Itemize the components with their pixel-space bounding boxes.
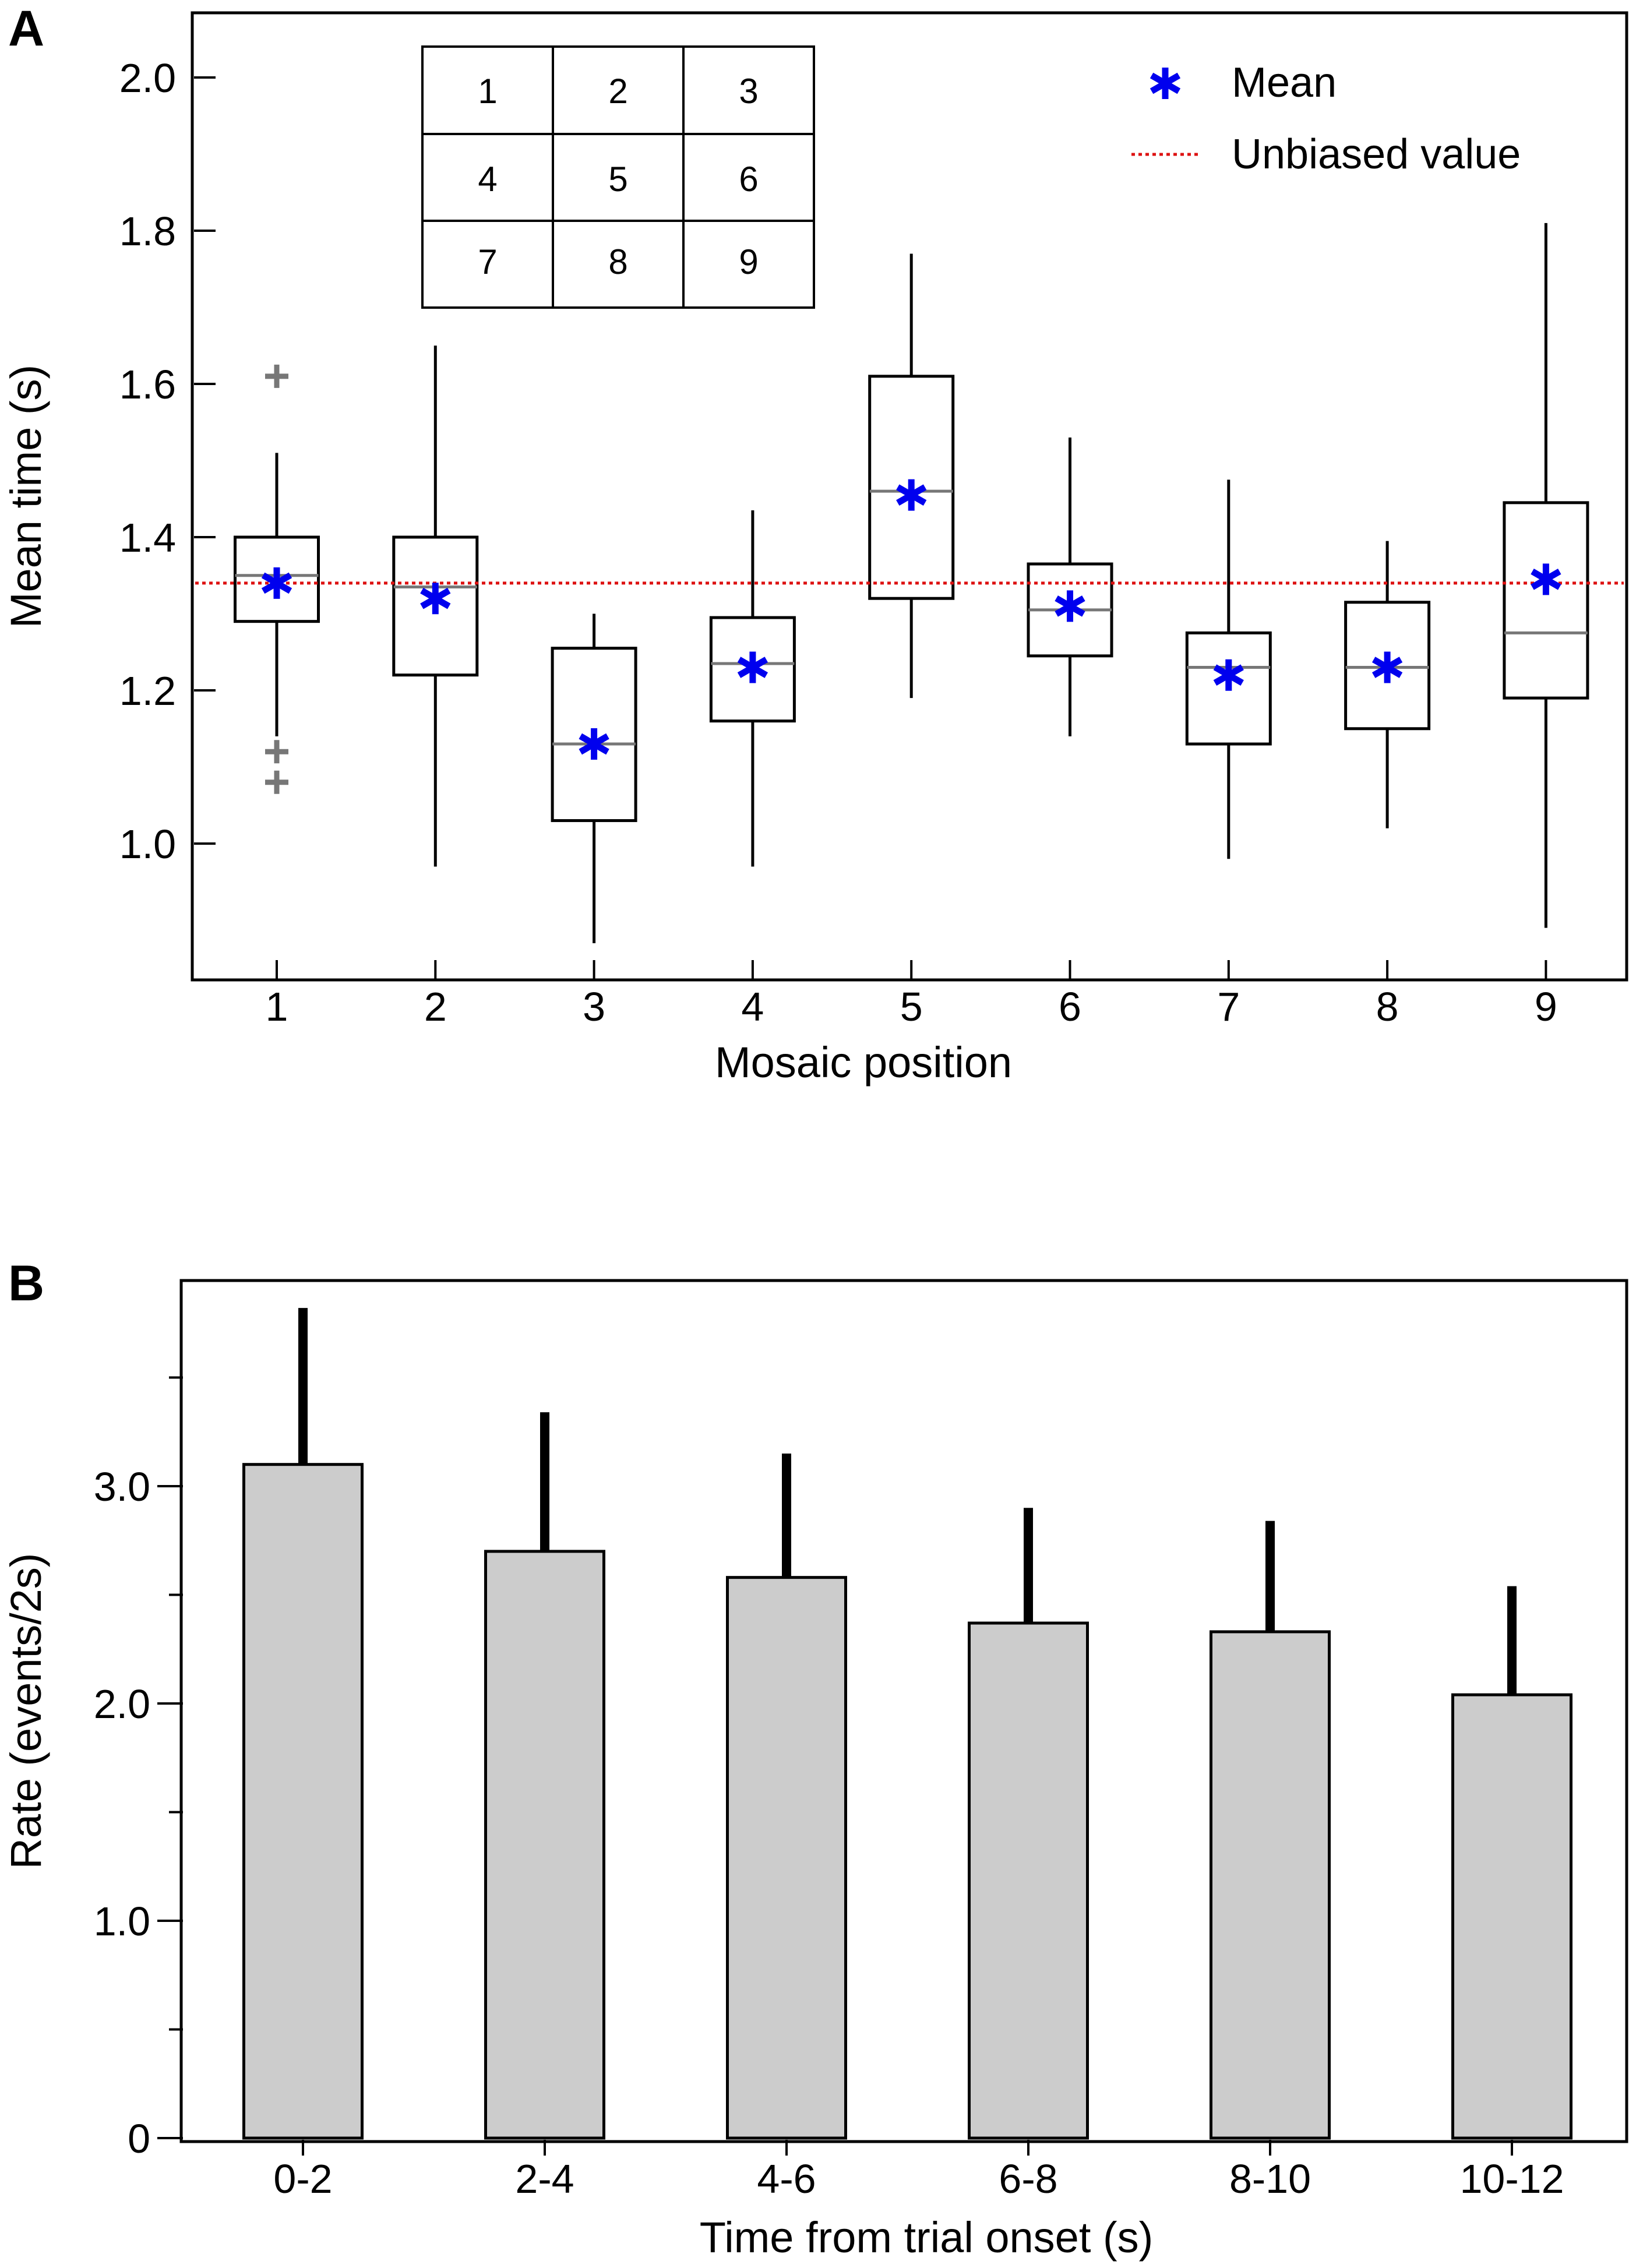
- legend-mean-asterisk: [1150, 68, 1181, 99]
- panel-a-y-tick-label: 1.2: [119, 668, 176, 714]
- bar: [484, 1550, 605, 2140]
- inset-cell: 7: [478, 242, 497, 281]
- panel-a-boxes: [234, 223, 1589, 943]
- panel-a-x-tick-label: 7: [1217, 984, 1240, 1029]
- panel-a-y-tick-label: 1.0: [119, 821, 176, 867]
- panel-b-y-tick-label: 0: [128, 2116, 150, 2161]
- legend-mean-marker: [1150, 68, 1181, 99]
- mean-marker-stroke: [579, 733, 609, 755]
- box-iqr: [1185, 631, 1272, 746]
- panel-b-bars: [242, 1308, 1572, 2140]
- position-grid-inset: 1 2 3 4 5 6 7 8 9: [421, 45, 815, 309]
- mean-marker: [420, 583, 451, 615]
- mean-marker: [896, 479, 927, 511]
- mean-marker-stroke: [420, 587, 451, 609]
- panel-b-x-tick-label: 8-10: [1229, 2156, 1311, 2202]
- inset-cell: 3: [739, 72, 758, 111]
- box-iqr: [551, 647, 637, 823]
- panel-a-y-axis: 1.0 1.2 1.4 1.6 1.8 2.0: [119, 55, 216, 867]
- legend-mean-label: Mean: [1232, 59, 1337, 106]
- panel-a-x-tick-label: 6: [1059, 984, 1081, 1029]
- legend-mean-asterisk-stroke: [1150, 72, 1181, 94]
- panel-b-y-tick-label: 2.0: [94, 1681, 150, 1727]
- mean-marker-stroke: [1213, 664, 1244, 686]
- panel-b-x-tick-label: 2-4: [515, 2156, 574, 2202]
- legend-unbiased-label: Unbiased value: [1232, 131, 1521, 178]
- mean-marker: [1213, 659, 1244, 691]
- box-iqr: [1344, 601, 1431, 731]
- inset-cell: 5: [608, 160, 627, 199]
- mean-marker-stroke: [896, 484, 927, 506]
- mean-marker: [737, 651, 768, 683]
- mean-marker: [1531, 563, 1561, 595]
- inset-cell: 8: [608, 242, 627, 281]
- inset-cell: 2: [608, 72, 627, 111]
- inset-cell: 4: [478, 160, 497, 199]
- panel-a-y-tick-label: 1.6: [119, 362, 176, 407]
- panel-a-x-tick-label: 4: [741, 984, 764, 1029]
- panel-b-y-axis-title: Rate (events/2s): [2, 1553, 50, 1870]
- inset-cell: 6: [739, 160, 758, 199]
- panel-a: A 1.0 1.2 1.4 1.6 1.8 2.0 1 2 3 4 5 6 7 8 9 1 2 3 4 5…: [2, 1, 1628, 1087]
- panel-a-x-tick-label: 3: [583, 984, 605, 1029]
- outlier-marker: [265, 740, 288, 764]
- panel-a-x-tick-label: 2: [424, 984, 447, 1029]
- mean-marker: [1055, 590, 1085, 622]
- bar: [968, 1621, 1089, 2140]
- panel-a-y-tick-label: 2.0: [119, 55, 176, 101]
- panel-a-y-axis-title: Mean time (s): [2, 365, 50, 628]
- mean-marker: [261, 567, 292, 599]
- panel-b-x-axis-title: Time from trial onset (s): [700, 2213, 1153, 2262]
- outlier-marker: [265, 770, 288, 794]
- panel-a-x-tick-label: 5: [900, 984, 923, 1029]
- panel-b-x-tick-label: 0-2: [273, 2156, 332, 2202]
- bar: [1210, 1630, 1331, 2140]
- mean-marker-stroke: [1371, 657, 1403, 678]
- panel-b-y-tick-label: 1.0: [94, 1899, 150, 1944]
- panel-b-y-tick-label: 3.0: [94, 1464, 150, 1509]
- panel-a-y-tick-label: 1.8: [119, 209, 176, 254]
- outlier-marker: [265, 364, 288, 388]
- panel-a-x-tick-label: 8: [1376, 984, 1399, 1029]
- inset-cell: 1: [478, 72, 497, 111]
- mean-marker-stroke: [1531, 569, 1561, 590]
- inset-cell: 9: [739, 242, 758, 281]
- mean-marker: [579, 728, 609, 760]
- panel-a-x-axis: 1 2 3 4 5 6 7 8 9: [266, 960, 1557, 1029]
- bar: [726, 1576, 847, 2140]
- bar: [242, 1463, 364, 2140]
- panel-b-x-tick-label: 6-8: [999, 2156, 1057, 2202]
- box-iqr: [234, 535, 320, 623]
- panel-a-y-tick-label: 1.4: [119, 515, 176, 560]
- legend: Mean Unbiased value: [1131, 59, 1521, 178]
- mean-marker-stroke: [737, 657, 768, 678]
- panel-b-x-tick-label: 10-12: [1459, 2156, 1564, 2202]
- mean-marker: [1371, 651, 1403, 683]
- panel-a-plot-frame: [191, 11, 1628, 982]
- bar: [1451, 1693, 1572, 2140]
- panel-a-label: A: [8, 1, 44, 57]
- panel-b-x-axis: 0-2 2-4 4-6 6-8 8-10 10-12: [273, 2140, 1564, 2202]
- box-iqr: [709, 616, 796, 723]
- panel-a-x-tick-label: 1: [266, 984, 288, 1029]
- panel-b-y-axis: 0 1.0 2.0 3.0: [94, 1376, 183, 2161]
- box-iqr: [868, 375, 955, 600]
- box-iqr: [1503, 501, 1589, 700]
- mean-marker-stroke: [261, 572, 292, 594]
- mean-marker-stroke: [1055, 595, 1085, 617]
- panel-b-plot-frame: [179, 1279, 1628, 2143]
- panel-b-label: B: [8, 1255, 44, 1311]
- panel-b: B 0 1.0 2.0 3.0 0-2 2-4 4-6 6-8 8-10 10-12 Time …: [2, 1255, 1628, 2262]
- inset-frame: [421, 45, 815, 309]
- panel-b-x-tick-label: 4-6: [757, 2156, 816, 2202]
- box-iqr: [392, 535, 479, 677]
- panel-a-x-axis-title: Mosaic position: [715, 1038, 1012, 1087]
- panel-a-x-tick-label: 9: [1535, 984, 1557, 1029]
- panel-a-means: [261, 479, 1561, 760]
